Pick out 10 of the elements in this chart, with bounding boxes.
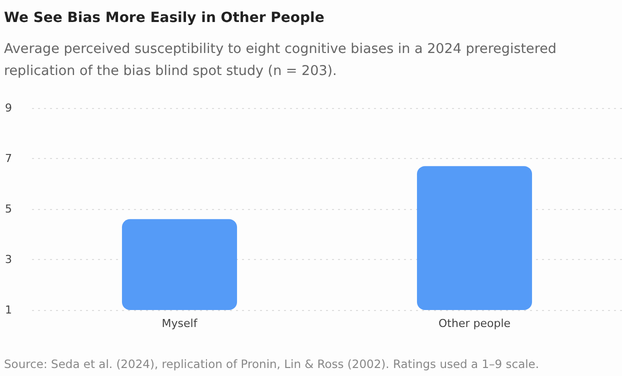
x-tick-label: Other people	[438, 317, 511, 330]
y-tick-label: 1	[5, 304, 12, 316]
y-tick-label: 3	[5, 253, 12, 266]
chart-title: We See Bias More Easily in Other People	[4, 10, 324, 26]
chart-subtitle: Average perceived susceptibility to eight cognitive biases in a 2024 preregistered replication of the bias blind spot study (n = 203).	[4, 40, 558, 81]
y-tick-label: 5	[5, 202, 12, 216]
y-tick-label: 7	[5, 152, 12, 165]
x-tick-label: Myself	[162, 317, 198, 330]
source-note: Source: Seda et al. (2024), replication of Pronin, Lin & Ross (2002). Ratings used a 1–9 scale.	[4, 357, 540, 371]
y-tick-label: 9	[5, 102, 12, 114]
